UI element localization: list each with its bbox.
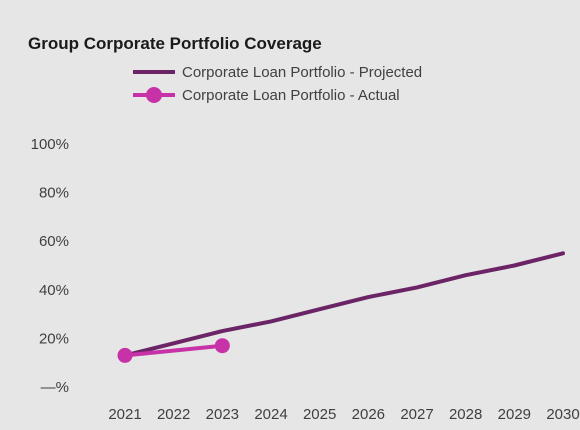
y-tick-label: —% (41, 379, 69, 396)
legend-item-projected: Corporate Loan Portfolio - Projected (133, 64, 422, 81)
x-tick-label: 2030 (546, 406, 579, 423)
x-tick-label: 2022 (157, 406, 190, 423)
x-tick-label: 2026 (352, 406, 385, 423)
data-point (214, 338, 230, 354)
series-layer (117, 251, 565, 363)
y-tick-label: 60% (39, 233, 69, 250)
x-tick-label: 2023 (206, 406, 239, 423)
x-tick-label: 2025 (303, 406, 336, 423)
legend-label-projected: Corporate Loan Portfolio - Projected (182, 64, 422, 81)
series-line (123, 343, 225, 358)
x-tick-label: 2021 (108, 406, 141, 423)
x-tick-label: 2028 (449, 406, 482, 423)
series-line (123, 251, 565, 358)
x-axis: 2021 2022 2023 2024 2025 2026 2027 2028 2029 2030 (108, 406, 579, 423)
y-tick-label: 40% (39, 282, 69, 299)
y-axis: —% 20% 40% 60% 80% 100% (31, 136, 69, 396)
x-tick-label: 2024 (254, 406, 287, 423)
legend-label-actual: Corporate Loan Portfolio - Actual (182, 87, 400, 104)
y-tick-label: 100% (31, 136, 69, 153)
data-point (117, 347, 133, 363)
chart-title: Group Corporate Portfolio Coverage (28, 34, 322, 53)
legend-item-actual: Corporate Loan Portfolio - Actual (133, 87, 400, 104)
legend-marker-actual (146, 87, 162, 103)
x-tick-label: 2029 (498, 406, 531, 423)
legend: Corporate Loan Portfolio - Projected Cor… (133, 64, 422, 104)
x-tick-label: 2027 (400, 406, 433, 423)
y-tick-label: 20% (39, 330, 69, 347)
series-1 (117, 338, 230, 363)
series-0 (123, 251, 565, 358)
y-tick-label: 80% (39, 185, 69, 202)
